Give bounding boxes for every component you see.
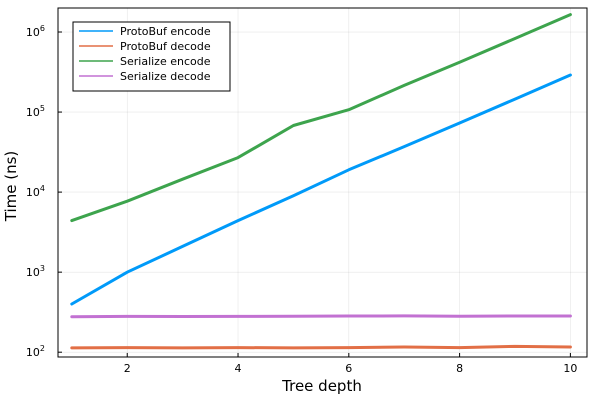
y-tick-label: 106 [26, 24, 45, 39]
series-line-1 [70, 73, 572, 306]
x-tick-label: 8 [456, 362, 463, 375]
series-line-2 [70, 344, 572, 350]
x-tick-label: 6 [345, 362, 352, 375]
y-tick-label: 104 [26, 184, 45, 199]
y-tick-exponent: 5 [40, 104, 45, 113]
x-tick-label: 10 [563, 362, 577, 375]
y-tick-base: 10 [26, 186, 40, 199]
legend: ProtoBuf encode ProtoBuf decode Serialize … [72, 21, 231, 92]
y-tick-exponent: 4 [40, 184, 45, 193]
y-tick-label: 105 [26, 104, 45, 119]
y-axis-title: Time (ns) [2, 151, 20, 223]
series-line-3 [70, 13, 572, 223]
y-tick-exponent: 6 [40, 24, 45, 33]
grid [58, 8, 587, 357]
legend-label: ProtoBuf decode [120, 40, 211, 53]
legend-label: ProtoBuf encode [120, 25, 211, 38]
legend-box [72, 21, 231, 92]
y-tick-base: 10 [26, 266, 40, 279]
y-tick-label: 102 [26, 344, 45, 359]
x-axis: 2 4 6 8 10 [124, 353, 577, 375]
y-tick-base: 10 [26, 26, 40, 39]
y-tick-base: 10 [26, 346, 40, 359]
x-tick-label: 2 [124, 362, 131, 375]
series-group [70, 13, 572, 350]
legend-label: Serialize decode [120, 70, 211, 83]
x-tick-label: 4 [235, 362, 242, 375]
y-tick-base: 10 [26, 106, 40, 119]
y-tick-exponent: 3 [40, 264, 45, 273]
y-tick-exponent: 2 [40, 344, 45, 353]
y-tick-label: 103 [26, 264, 45, 279]
plot-frame [57, 7, 588, 358]
x-axis-title: Tree depth [281, 377, 362, 395]
series-line-4 [70, 314, 572, 319]
legend-label: Serialize encode [120, 55, 211, 68]
